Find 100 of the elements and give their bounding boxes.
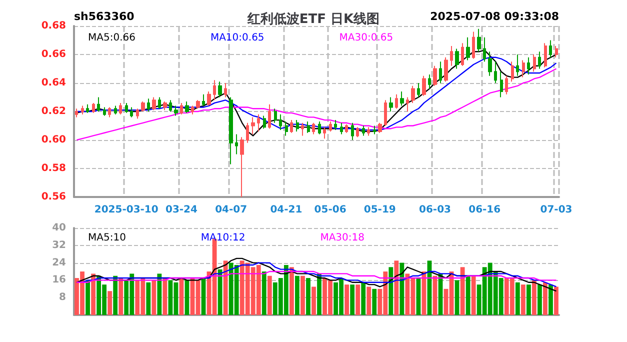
- x-tick-label: 03-24: [165, 204, 198, 216]
- candlestick: [213, 80, 216, 101]
- candlestick: [356, 126, 359, 138]
- candlestick: [488, 51, 492, 76]
- bar: [108, 291, 112, 315]
- bar: [538, 284, 542, 315]
- x-tick-label: 07-03: [540, 204, 572, 216]
- candlestick: [422, 75, 426, 96]
- candlestick: [494, 61, 497, 84]
- candlestick: [400, 91, 404, 106]
- candlestick: [119, 102, 122, 115]
- candlestick: [81, 105, 84, 115]
- candlestick: [169, 100, 172, 112]
- candlestick: [180, 102, 183, 115]
- candlestick: [114, 105, 117, 115]
- candlestick: [108, 106, 111, 118]
- candlestick: [296, 120, 299, 132]
- candlestick: [533, 54, 536, 72]
- y-tick-label: 0.56: [41, 192, 66, 202]
- bar: [91, 274, 96, 315]
- bar: [223, 260, 228, 315]
- bar: [356, 284, 360, 315]
- candlestick: [202, 94, 205, 106]
- candlestick: [384, 100, 387, 126]
- x-tick-label: 06-16: [468, 204, 501, 216]
- y-tick-label: 8: [59, 292, 66, 304]
- text: MA5:0.66: [88, 32, 136, 44]
- candlestick: [136, 108, 139, 120]
- x-tick-label: 04-21: [270, 204, 302, 216]
- candlestick: [417, 82, 420, 98]
- candlestick: [268, 104, 271, 130]
- text: MA5:10: [88, 232, 126, 244]
- y-tick-label: 0.68: [41, 20, 66, 32]
- y-tick-label: 24: [52, 257, 66, 268]
- candlestick: [340, 122, 343, 135]
- bar: [152, 280, 156, 315]
- candlestick: [147, 98, 150, 112]
- candlestick: [466, 36, 470, 61]
- bar: [554, 286, 558, 315]
- bar: [86, 280, 90, 315]
- y-tick-label: 40: [52, 222, 66, 234]
- x-tick-label: 2025-03-10: [94, 204, 158, 216]
- bar: [146, 282, 151, 315]
- y-tick-label: 0.66: [41, 49, 66, 60]
- candlestick: [373, 125, 376, 135]
- candlestick: [450, 45, 453, 66]
- text: MA30:18: [320, 232, 365, 244]
- candlestick: [522, 60, 525, 78]
- candlestick: [229, 96, 233, 165]
- bar: [312, 286, 316, 315]
- text: sh563360: [74, 10, 135, 23]
- candlestick: [389, 96, 393, 112]
- candlestick: [130, 106, 133, 118]
- candlestick: [362, 125, 365, 136]
- candlestick: [544, 42, 547, 68]
- candlestick: [196, 100, 200, 110]
- text: MA30:0.65: [339, 32, 394, 44]
- y-tick-label: 16: [52, 274, 66, 286]
- candlestick: [455, 48, 459, 70]
- candlestick: [444, 56, 448, 82]
- candlestick: [511, 61, 514, 82]
- candlestick: [505, 75, 508, 95]
- bar: [471, 276, 476, 315]
- line-series: [76, 270, 557, 283]
- candlestick: [207, 91, 211, 106]
- candlestick: [218, 81, 222, 98]
- candlestick: [235, 134, 238, 155]
- candlestick: [477, 28, 481, 52]
- bar: [454, 280, 460, 315]
- candlestick: [92, 102, 95, 114]
- candlestick: [345, 124, 348, 134]
- text: MA10:0.65: [210, 32, 264, 44]
- candlestick: [483, 36, 486, 62]
- candlestick: [378, 122, 382, 134]
- bar: [532, 280, 536, 315]
- bar: [344, 284, 350, 315]
- line-series: [76, 68, 557, 141]
- candlestick: [158, 96, 161, 110]
- x-tick-label: 05-19: [364, 204, 396, 216]
- candlestick: [97, 96, 100, 112]
- bar: [118, 278, 124, 315]
- candlestick: [301, 122, 304, 136]
- candlestick: [86, 104, 89, 114]
- y-tick-label: 0.60: [41, 134, 66, 146]
- candlestick: [290, 120, 293, 134]
- bar: [394, 260, 399, 315]
- bar: [267, 276, 272, 315]
- y-tick-label: 0.64: [41, 78, 66, 88]
- candlestick: [163, 101, 167, 111]
- candlestick: [433, 65, 437, 86]
- bar: [361, 282, 366, 315]
- candlestick: [461, 42, 464, 66]
- candlestick: [527, 56, 530, 75]
- bar: [218, 269, 222, 315]
- bar: [515, 282, 520, 315]
- candlestick: [428, 74, 431, 90]
- bar: [460, 267, 465, 315]
- bar: [520, 284, 526, 315]
- candlestick: [439, 61, 442, 84]
- x-tick-label: 06-03: [419, 204, 452, 216]
